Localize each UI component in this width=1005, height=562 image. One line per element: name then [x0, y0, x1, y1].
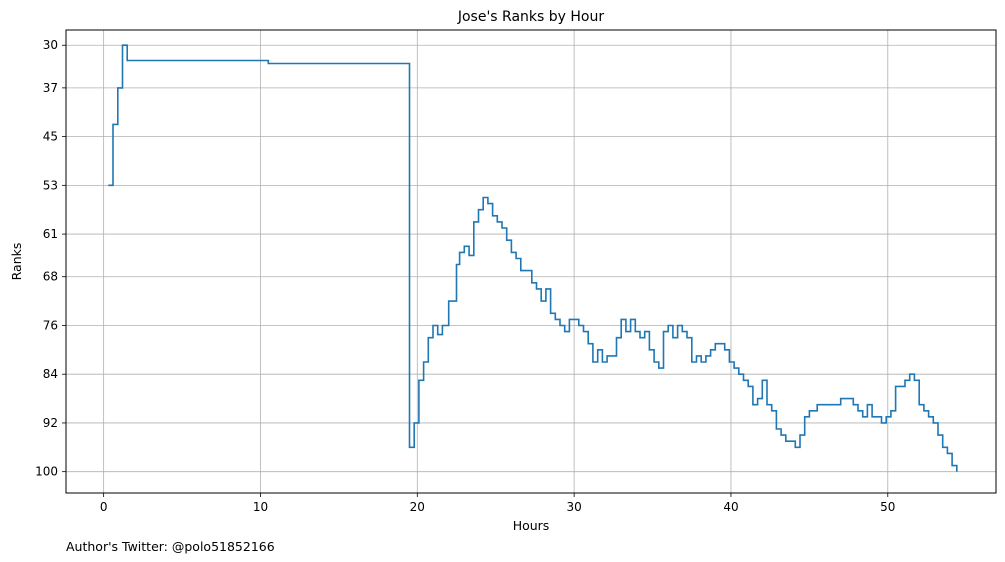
y-tick-label: 53	[43, 178, 58, 192]
y-axis-label: Ranks	[9, 243, 24, 281]
x-tick-label: 30	[566, 500, 581, 514]
y-tick-label: 37	[43, 81, 58, 95]
grid	[66, 30, 996, 493]
y-tick-label: 92	[43, 416, 58, 430]
y-tick-label: 76	[43, 318, 58, 332]
y-tick-label: 45	[43, 130, 58, 144]
plot-frame	[65, 29, 997, 494]
x-tick-label: 0	[100, 500, 108, 514]
chart-title: Jose's Ranks by Hour	[457, 9, 605, 25]
rank-series-line	[108, 44, 958, 472]
series-layer	[108, 44, 958, 472]
author-credit: Author's Twitter: @polo51852166	[66, 539, 275, 554]
x-tick-label: 50	[880, 500, 895, 514]
y-tick-label: 68	[43, 270, 58, 284]
y-tick-label: 84	[43, 367, 58, 381]
y-tick-label: 100	[35, 465, 58, 479]
x-tick-label: 20	[410, 500, 425, 514]
y-tick-label: 61	[43, 227, 58, 241]
x-axis-label: Hours	[513, 518, 550, 533]
ticks: 0 10 20 30 40 50 30 37 45 53 61 68 76 84 92 100	[35, 38, 895, 514]
x-tick-label: 40	[723, 500, 738, 514]
y-tick-label: 30	[43, 38, 58, 52]
plot-area	[66, 30, 996, 493]
x-tick-label: 10	[253, 500, 268, 514]
